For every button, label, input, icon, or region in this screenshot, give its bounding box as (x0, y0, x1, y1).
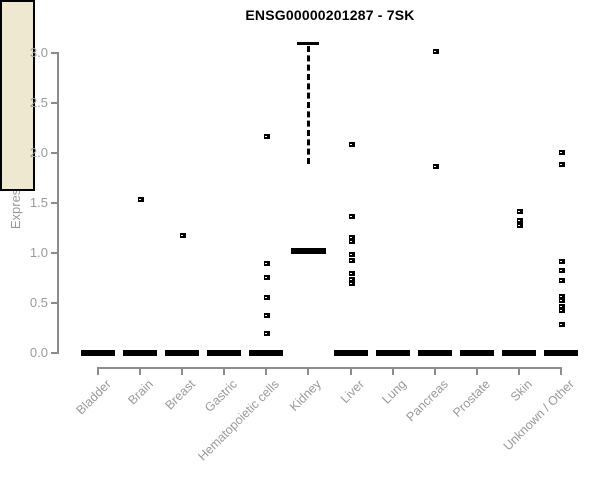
x-axis-tick (223, 367, 226, 375)
outlier-point (559, 278, 565, 283)
y-axis-tick (51, 302, 58, 304)
median-line (375, 350, 410, 356)
x-axis-tick (349, 367, 352, 375)
median-line (207, 350, 242, 356)
median-line (417, 350, 452, 356)
x-axis-tick (433, 367, 436, 375)
whisker-cap (297, 42, 320, 45)
outlier-point (516, 218, 523, 223)
median-line (249, 350, 284, 356)
outlier-point (264, 331, 271, 336)
outlier-point (348, 235, 355, 240)
x-axis-tick (97, 367, 99, 375)
y-axis-tick-label: 2.5 (29, 95, 48, 110)
outlier-point (559, 322, 565, 327)
x-axis-tick (560, 367, 562, 375)
median-line (81, 350, 115, 356)
outlier-point (559, 268, 565, 273)
y-axis-tick-label: 1.5 (29, 195, 48, 210)
y-axis-line (57, 52, 59, 354)
median-line (544, 350, 578, 356)
outlier-point (264, 134, 271, 139)
x-axis-tick (391, 367, 394, 375)
y-axis-tick (51, 152, 58, 154)
median-line (165, 350, 200, 356)
outlier-point (559, 150, 565, 155)
outlier-point (348, 214, 355, 219)
x-axis-tick (181, 367, 184, 375)
outlier-point (348, 277, 355, 282)
y-axis-tick-label: 0.5 (29, 295, 48, 310)
median-line (291, 248, 327, 254)
x-axis-tick (517, 367, 520, 375)
outlier-point (348, 281, 355, 286)
outlier-point (559, 298, 565, 303)
y-axis-tick-label: 0.0 (29, 345, 48, 360)
outlier-point (432, 49, 439, 54)
x-axis-tick (265, 367, 268, 375)
y-axis-tick (51, 352, 58, 354)
y-axis-tick-label: 1.0 (29, 245, 48, 260)
outlier-point (264, 313, 271, 318)
outlier-point (516, 223, 523, 228)
outlier-point (559, 308, 565, 313)
outlier-point (516, 209, 523, 214)
outlier-point (264, 261, 271, 266)
outlier-point (559, 294, 565, 299)
y-axis-tick (51, 202, 58, 204)
outlier-point (348, 271, 355, 276)
x-axis-tick (139, 367, 142, 375)
x-axis-tick (475, 367, 478, 375)
y-axis-tick-label: 2.0 (29, 145, 48, 160)
y-axis-tick (51, 252, 58, 254)
outlier-point (264, 275, 271, 280)
outlier-point (348, 252, 355, 257)
outlier-point (138, 197, 145, 202)
median-line (123, 350, 158, 356)
median-line (501, 350, 536, 356)
median-line (333, 350, 368, 356)
chart-title: ENSG00000201287 - 7SK (245, 7, 415, 23)
x-axis-line (98, 367, 561, 369)
median-line (459, 350, 494, 356)
outlier-point (559, 304, 565, 309)
whisker-line (306, 46, 310, 164)
outlier-point (432, 164, 439, 169)
box-iqr (0, 0, 35, 191)
outlier-point (348, 142, 355, 147)
outlier-point (264, 295, 271, 300)
outlier-point (348, 258, 355, 263)
y-axis-tick (51, 52, 58, 54)
outlier-point (180, 233, 187, 238)
outlier-point (348, 239, 355, 244)
y-axis-tick-label: 3.0 (29, 45, 48, 60)
x-axis-tick (307, 367, 310, 375)
outlier-point (559, 259, 565, 264)
y-axis-tick (51, 102, 58, 104)
outlier-point (559, 162, 565, 167)
